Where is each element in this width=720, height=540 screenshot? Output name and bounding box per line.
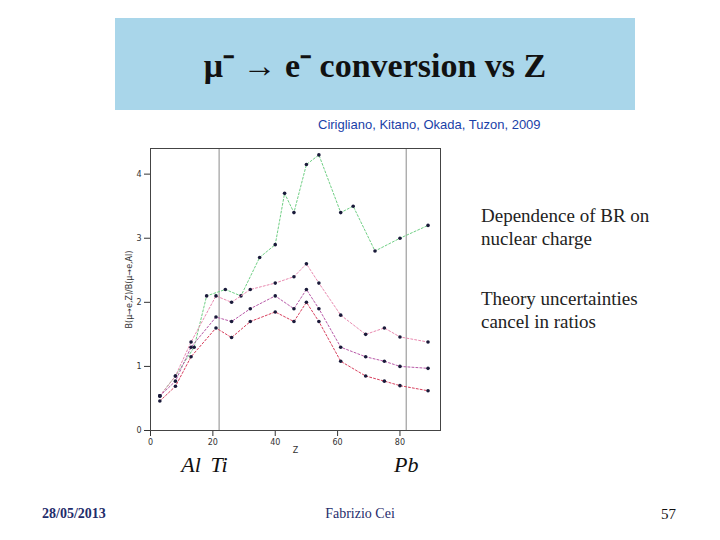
- html-text:Theory uncertainties cancel in: Theory uncertainties cancel in ratios: [481, 288, 638, 332]
- svg-text:1: 1: [136, 362, 141, 371]
- svg-text:4: 4: [136, 170, 141, 179]
- svg-text:0: 0: [148, 438, 153, 447]
- html-text:μ⁻ → e⁻ conversion vs Z: μ⁻ → e⁻ conversion vs Z: [203, 47, 547, 84]
- html-text:Cirigliano, Kitano, Okada, Tuz: Cirigliano, Kitano, Okada, Tuzon, 2009: [318, 117, 541, 132]
- svg-text:80: 80: [395, 438, 405, 447]
- html-text:Fabrizio Cei: Fabrizio Cei: [325, 506, 395, 521]
- svg-text:Ti: Ti: [211, 452, 228, 477]
- svg-text:40: 40: [270, 438, 280, 447]
- svg-text:Pb: Pb: [393, 452, 418, 477]
- svg-text:3: 3: [136, 234, 141, 243]
- svg-text:2: 2: [136, 298, 141, 307]
- svg-text:0: 0: [136, 426, 141, 435]
- svg-text:B(μ→e,Z)/B(μ→e,Al): B(μ→e,Z)/B(μ→e,Al): [125, 251, 134, 329]
- svg-text:Z: Z: [293, 446, 299, 455]
- svg-text:Al: Al: [179, 452, 201, 477]
- html-text:Dependence of BR on nuclear ch: Dependence of BR on nuclear charge: [481, 205, 650, 249]
- svg-text:60: 60: [333, 438, 343, 447]
- svg-text:20: 20: [208, 438, 218, 447]
- html-text:57: 57: [661, 506, 676, 522]
- html-text:28/05/2013: 28/05/2013: [42, 506, 106, 521]
